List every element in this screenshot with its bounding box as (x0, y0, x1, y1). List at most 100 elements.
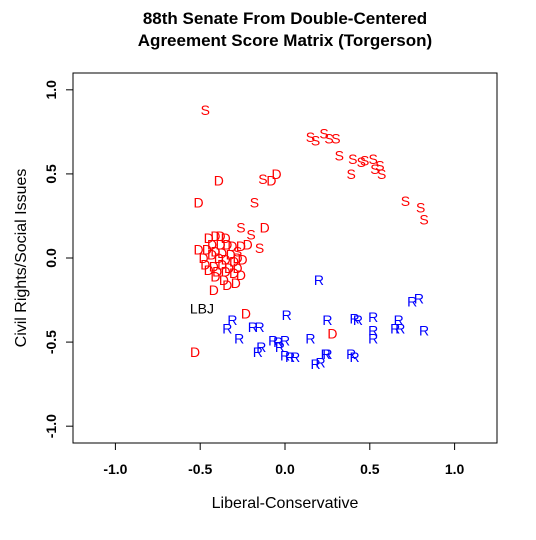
point-r-12: R (254, 319, 264, 335)
point-r-20: R (280, 332, 290, 348)
point-r-7: R (368, 309, 378, 325)
point-r-3: R (282, 307, 292, 323)
point-d-15: D (193, 242, 203, 258)
y-tick-label: -1.0 (43, 414, 59, 438)
point-d-23: D (214, 250, 224, 266)
point-r-5: R (349, 311, 359, 327)
point-s-23: S (233, 243, 242, 259)
point-d-35: D (229, 265, 239, 281)
point-r-24: R (253, 344, 263, 360)
point-lbj-0: LBJ (190, 300, 214, 316)
x-tick-label: -0.5 (188, 461, 212, 477)
point-d-0: D (214, 173, 224, 189)
point-d-19: D (226, 247, 236, 263)
point-r-1: R (414, 290, 424, 306)
point-s-0: S (201, 102, 210, 118)
point-s-19: S (401, 193, 410, 209)
point-d-39: D (231, 275, 241, 291)
point-s-15: S (258, 171, 267, 187)
point-d-25: D (229, 253, 239, 269)
point-r-11: R (248, 319, 258, 335)
point-d-42: D (241, 306, 251, 322)
point-d-4: D (260, 220, 270, 236)
point-r-2: R (407, 294, 417, 310)
point-s-12: S (375, 158, 384, 174)
point-s-13: S (377, 166, 386, 182)
point-d-37: D (210, 269, 220, 285)
point-r-25: R (275, 339, 285, 355)
point-d-10: D (215, 237, 225, 253)
point-r-9: R (227, 312, 237, 328)
point-d-28: D (209, 258, 219, 274)
plot-frame (72, 72, 498, 444)
point-r-29: R (321, 346, 331, 362)
point-d-16: D (202, 242, 212, 258)
y-axis: -1.0 -0.5 0.0 0.5 1.0 (43, 80, 74, 438)
point-s-5: S (331, 131, 340, 147)
y-tick-label: 0.0 (43, 248, 59, 268)
point-s-7: S (348, 151, 357, 167)
point-s-6: S (335, 147, 344, 163)
point-d-26: D (238, 252, 248, 268)
x-tick-label: -1.0 (103, 461, 127, 477)
chart-title-line-1: 88th Senate From Double-Centered (143, 9, 427, 28)
point-d-43: D (327, 326, 337, 342)
point-d-11: D (222, 237, 232, 253)
point-r-13: R (368, 322, 378, 338)
point-r-4: R (322, 312, 332, 328)
point-d-1: D (266, 173, 276, 189)
point-r-0: R (314, 272, 324, 288)
point-d-32: D (204, 262, 214, 278)
point-r-26: R (280, 348, 290, 364)
chart-title-line-2: Agreement Score Matrix (Torgerson) (138, 31, 432, 50)
point-d-12: D (227, 238, 237, 254)
point-s-18: S (246, 226, 255, 242)
point-r-30: R (322, 346, 332, 362)
x-tick-label: 1.0 (445, 461, 465, 477)
point-s-3: S (319, 126, 328, 142)
point-s-1: S (306, 129, 315, 145)
point-r-32: R (349, 349, 359, 365)
point-r-14: R (390, 321, 400, 337)
y-tick-label: -0.5 (43, 330, 59, 354)
point-r-27: R (285, 349, 295, 365)
point-d-36: D (236, 267, 246, 283)
y-tick-label: 1.0 (43, 80, 59, 100)
point-d-17: D (210, 243, 220, 259)
point-d-7: D (215, 228, 225, 244)
point-d-33: D (212, 263, 222, 279)
point-d-44: D (190, 344, 200, 360)
point-d-20: D (232, 250, 242, 266)
y-tick-label: 0.5 (43, 164, 59, 184)
point-s-20: S (416, 200, 425, 216)
point-d-9: D (207, 237, 217, 253)
point-d-40: D (222, 277, 232, 293)
point-r-10: R (222, 321, 232, 337)
point-s-2: S (311, 132, 320, 148)
point-r-33: R (310, 356, 320, 372)
point-s-11: S (370, 161, 379, 177)
point-s-21: S (419, 211, 428, 227)
point-d-2: D (271, 166, 281, 182)
point-s-8: S (357, 154, 366, 170)
point-s-14: S (346, 166, 355, 182)
point-r-17: R (234, 331, 244, 347)
point-r-21: R (305, 331, 315, 347)
point-r-16: R (419, 322, 429, 338)
y-axis-title: Civil Rights/Social Issues (13, 169, 30, 348)
point-d-6: D (210, 228, 220, 244)
point-d-8: D (221, 230, 231, 246)
point-d-41: D (209, 282, 219, 298)
point-d-22: D (207, 247, 217, 263)
point-s-22: S (255, 240, 264, 256)
point-d-21: D (199, 250, 209, 266)
point-s-10: S (369, 151, 378, 167)
point-r-23: R (256, 339, 266, 355)
point-d-14: D (243, 237, 253, 253)
point-d-18: D (217, 245, 227, 261)
point-d-3: D (193, 195, 203, 211)
point-r-8: R (394, 312, 404, 328)
point-s-9: S (360, 152, 369, 168)
